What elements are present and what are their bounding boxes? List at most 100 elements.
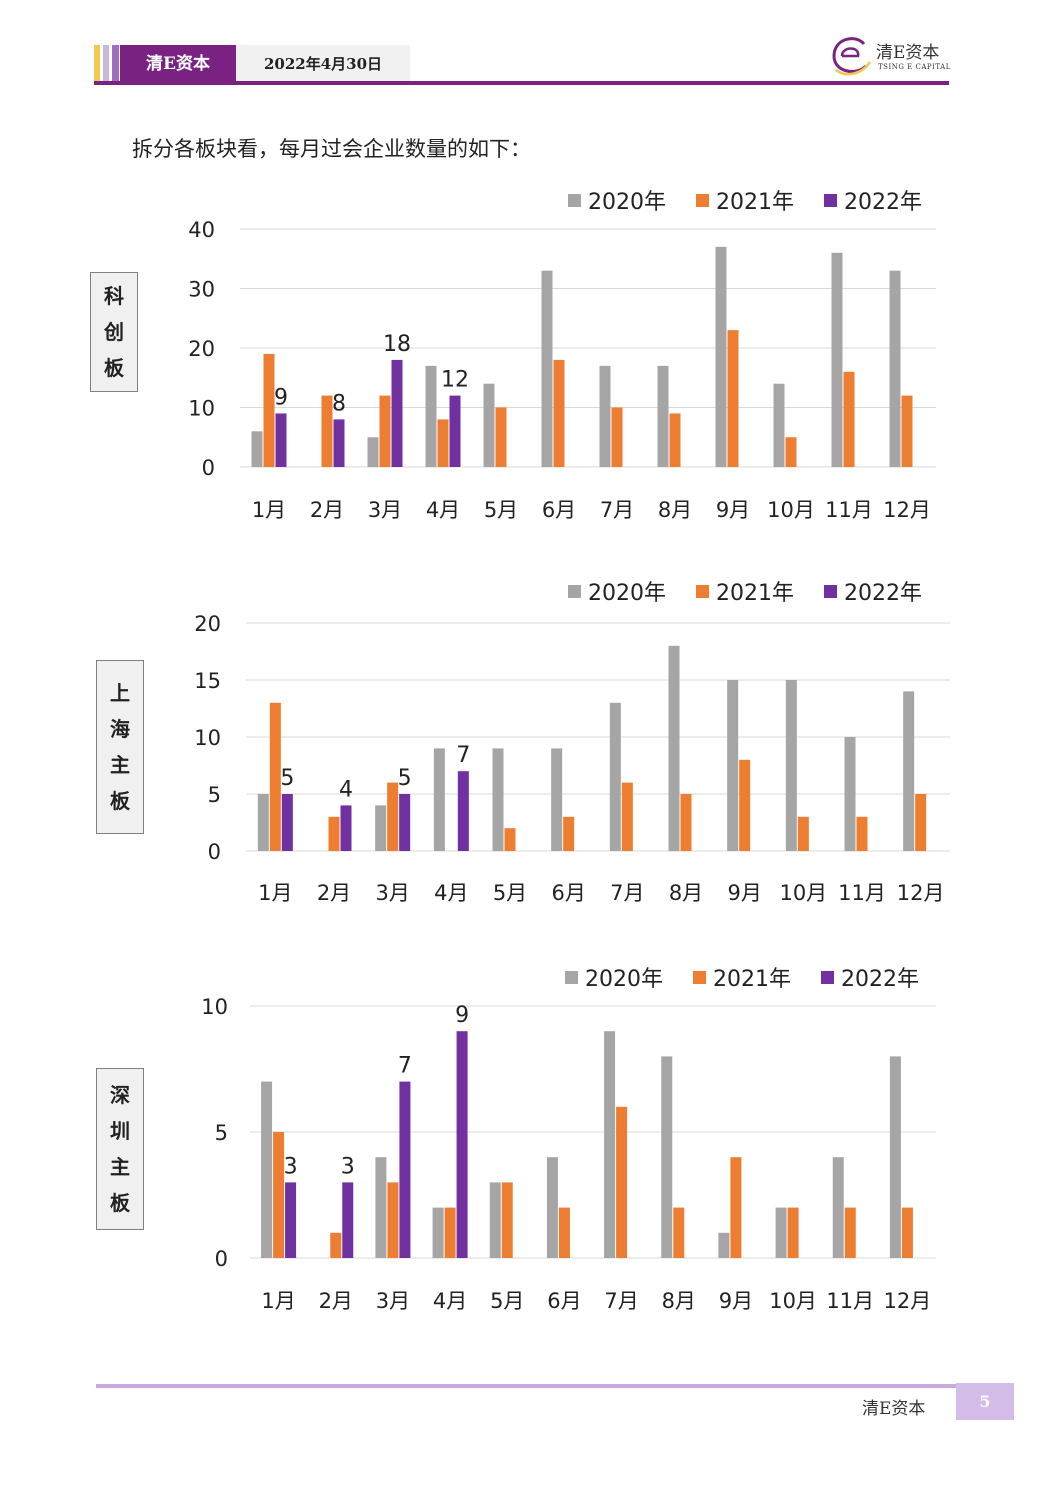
bar-2020年 xyxy=(432,1207,444,1258)
bar-2020年 xyxy=(433,748,445,851)
x-tick-label: 9月 xyxy=(716,498,750,522)
bar-2020年 xyxy=(375,1157,387,1258)
x-tick-label: 3月 xyxy=(368,498,402,522)
bar-2020年 xyxy=(785,680,797,851)
y-tick-label: 0 xyxy=(202,456,215,480)
legend-label: 2020年 xyxy=(588,190,666,215)
bar-2021年 xyxy=(495,407,507,467)
y-tick-label: 5 xyxy=(208,783,221,807)
data-label: 9 xyxy=(274,385,288,410)
legend-swatch xyxy=(565,971,578,984)
side-label-char: 板 xyxy=(104,356,124,380)
bar-2020年 xyxy=(257,794,269,851)
bar-2021年 xyxy=(328,816,340,851)
bar-2021年 xyxy=(844,1207,856,1258)
bar-2020年 xyxy=(251,431,263,467)
legend-label: 2020年 xyxy=(588,581,666,606)
bar-2020年 xyxy=(483,383,495,467)
y-tick-label: 10 xyxy=(201,995,228,1019)
x-tick-label: 11月 xyxy=(838,881,886,905)
x-tick-label: 4月 xyxy=(433,1289,467,1313)
x-tick-label: 2月 xyxy=(317,881,351,905)
data-label: 5 xyxy=(398,766,412,791)
bar-2020年 xyxy=(831,252,843,467)
x-tick-label: 4月 xyxy=(426,498,460,522)
y-tick-label: 5 xyxy=(215,1121,228,1145)
x-tick-label: 12月 xyxy=(883,498,931,522)
logo-chinese-name: 清E资本 xyxy=(876,43,940,63)
x-tick-label: 8月 xyxy=(669,881,703,905)
x-tick-label: 1月 xyxy=(261,1289,295,1313)
x-tick-label: 10月 xyxy=(769,1289,817,1313)
x-tick-label: 1月 xyxy=(252,498,286,522)
bar-2020年 xyxy=(718,1232,730,1258)
x-tick-label: 2月 xyxy=(319,1289,353,1313)
bar-2021年 xyxy=(444,1207,456,1258)
x-tick-label: 7月 xyxy=(600,498,634,522)
side-label-char: 主 xyxy=(110,1155,130,1179)
bar-2022年 xyxy=(333,419,345,467)
side-label-shenzhen-main: 深 圳 主 板 xyxy=(96,1068,144,1230)
y-tick-label: 20 xyxy=(188,337,215,361)
bar-2021年 xyxy=(263,353,275,467)
bar-2021年 xyxy=(379,395,391,467)
y-tick-label: 10 xyxy=(188,397,215,421)
legend-label: 2021年 xyxy=(716,190,794,215)
bar-2021年 xyxy=(553,359,565,467)
bar-2021年 xyxy=(680,794,692,851)
bar-2020年 xyxy=(773,383,785,467)
bar-2021年 xyxy=(669,413,681,467)
y-tick-label: 30 xyxy=(188,278,215,302)
footer-brand: 清E资本 xyxy=(862,1399,926,1419)
bar-2022年 xyxy=(281,794,293,851)
header-divider xyxy=(94,81,949,85)
bar-2020年 xyxy=(903,691,915,851)
bar-2020年 xyxy=(775,1207,787,1258)
x-tick-label: 3月 xyxy=(376,1289,410,1313)
bar-2020年 xyxy=(604,1031,616,1258)
data-label: 7 xyxy=(398,1054,412,1079)
legend-swatch xyxy=(821,971,834,984)
side-label-char: 深 xyxy=(110,1083,130,1107)
y-tick-label: 10 xyxy=(194,726,221,750)
bar-2021年 xyxy=(673,1207,685,1258)
x-tick-label: 6月 xyxy=(551,881,585,905)
x-tick-label: 10月 xyxy=(779,881,827,905)
page-header: 清E资本 2022年4月30日 清E资本 TSING E CAPITAL xyxy=(0,0,1051,100)
bar-2021年 xyxy=(387,782,399,851)
side-label-char: 科 xyxy=(104,284,124,308)
data-label: 9 xyxy=(455,1003,469,1028)
bar-2020年 xyxy=(367,437,379,467)
bar-2020年 xyxy=(832,1157,844,1258)
bar-2020年 xyxy=(375,805,387,851)
bar-2020年 xyxy=(889,1056,901,1258)
side-label-char: 主 xyxy=(110,753,130,777)
bar-2020年 xyxy=(492,748,504,851)
bar-2021年 xyxy=(739,759,751,851)
data-label: 5 xyxy=(280,766,294,791)
legend-swatch xyxy=(824,585,837,598)
intro-text: 拆分各板块看，每月过会企业数量的如下： xyxy=(132,137,531,161)
bar-2021年 xyxy=(901,395,913,467)
bar-2020年 xyxy=(657,365,669,467)
header-date: 2022年4月30日 xyxy=(236,45,410,83)
legend-label: 2022年 xyxy=(841,967,919,992)
company-logo: 清E资本 TSING E CAPITAL xyxy=(826,30,956,80)
bar-2020年 xyxy=(261,1081,273,1258)
x-tick-label: 6月 xyxy=(547,1289,581,1313)
header-brand: 清E资本 xyxy=(120,45,236,83)
y-tick-label: 0 xyxy=(215,1247,228,1271)
bar-2021年 xyxy=(621,782,633,851)
x-tick-label: 2月 xyxy=(310,498,344,522)
legend-swatch xyxy=(568,585,581,598)
bar-2021年 xyxy=(387,1182,399,1258)
data-label: 4 xyxy=(339,777,353,802)
x-tick-label: 8月 xyxy=(658,498,692,522)
y-tick-label: 0 xyxy=(208,840,221,864)
legend-swatch xyxy=(696,585,709,598)
x-tick-label: 11月 xyxy=(825,498,873,522)
data-label: 7 xyxy=(456,743,470,768)
bar-2020年 xyxy=(546,1157,558,1258)
side-label-star-market: 科 创 板 xyxy=(90,272,138,392)
x-tick-label: 5月 xyxy=(490,1289,524,1313)
